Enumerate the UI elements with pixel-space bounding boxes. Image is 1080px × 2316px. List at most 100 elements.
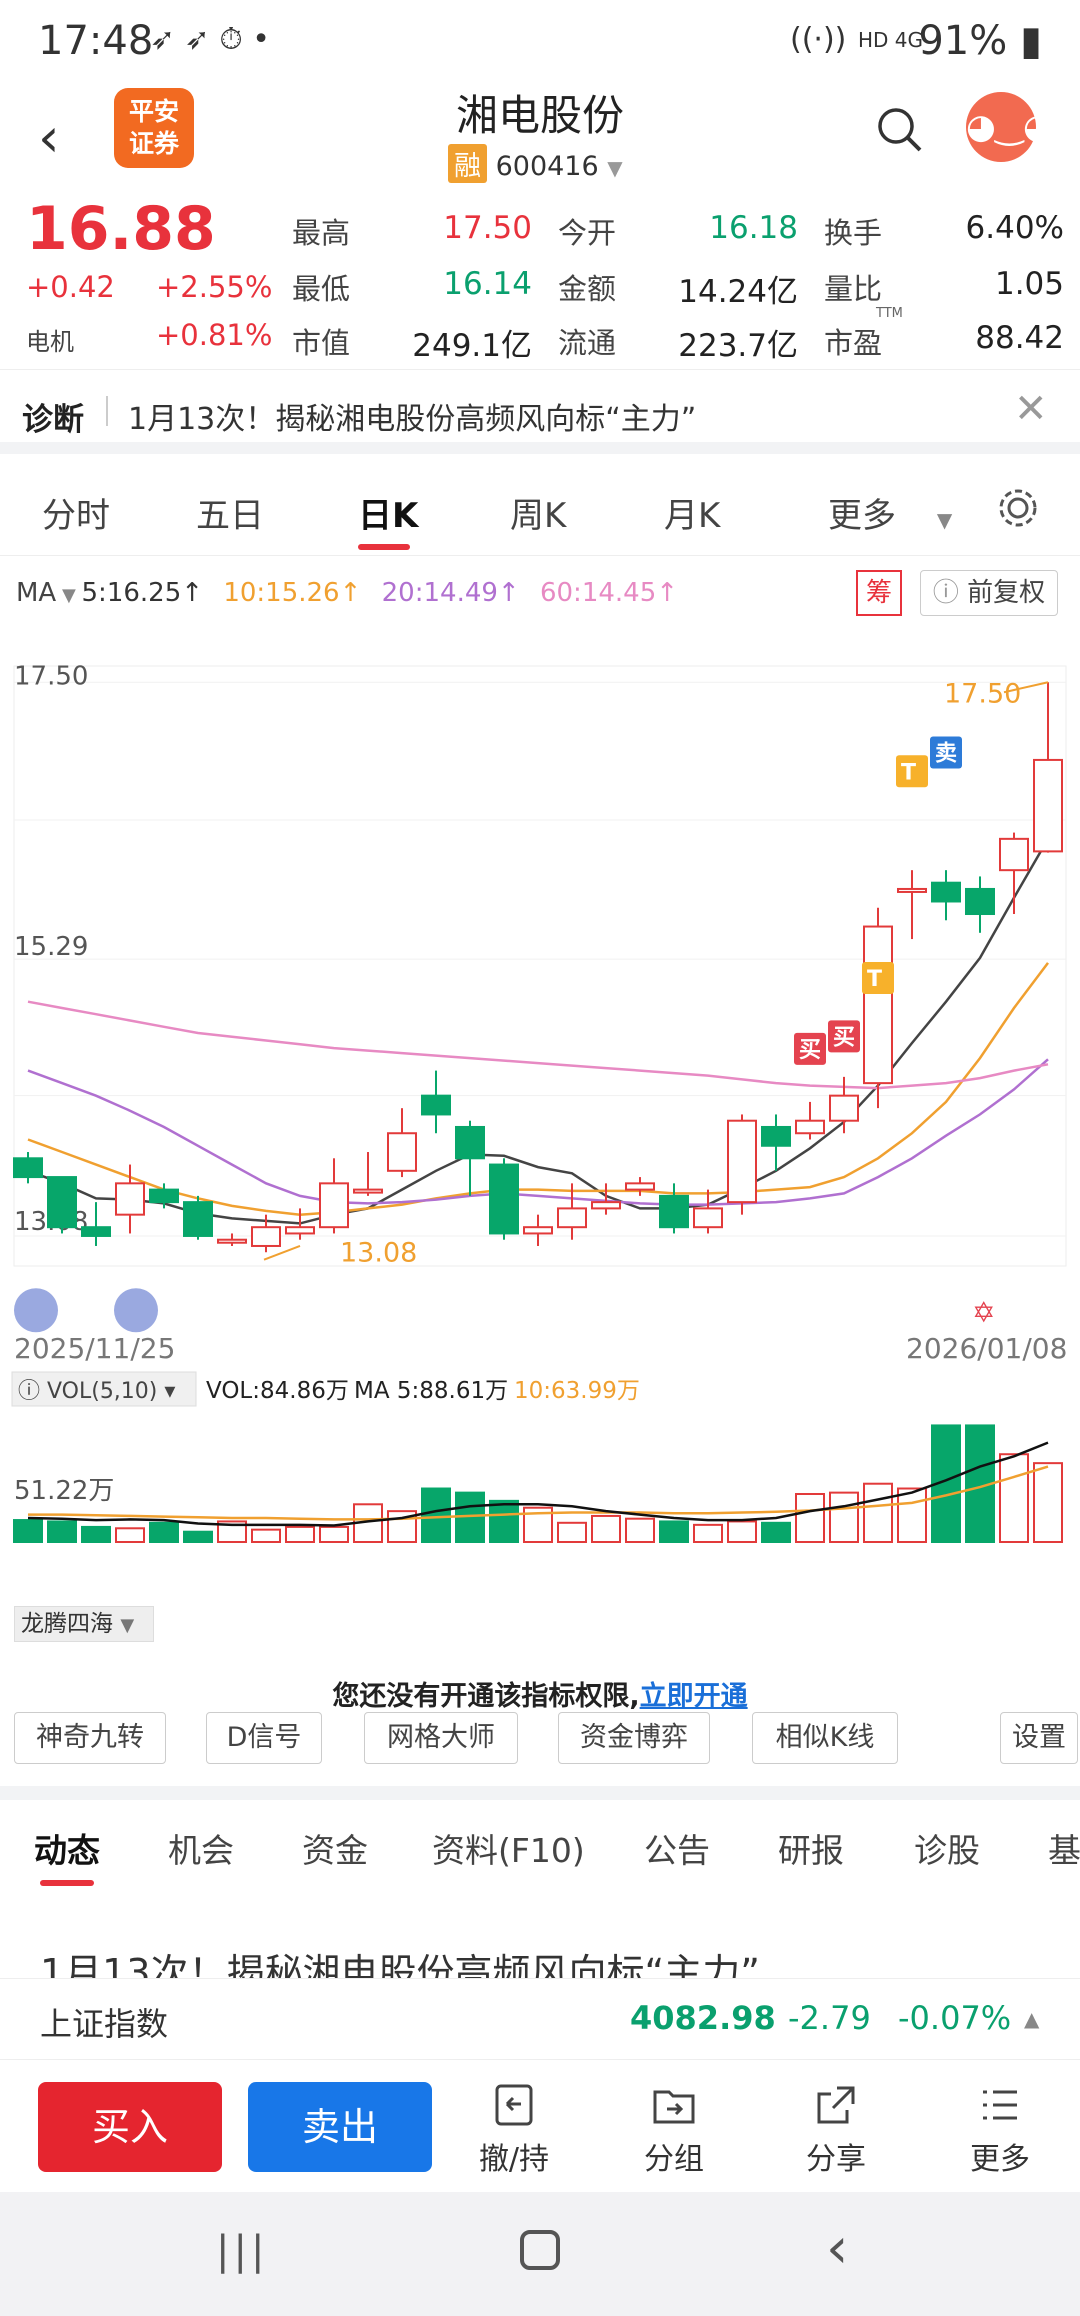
adjust-mode-button[interactable]: ⓘ 前复权 xyxy=(920,570,1058,616)
signal-marker xyxy=(828,1020,860,1053)
candle-body xyxy=(999,837,1029,872)
volume-bar xyxy=(557,1521,587,1543)
content-tab[interactable]: 资料(F10) xyxy=(432,1831,585,1870)
quote-value: 1.05 xyxy=(994,266,1064,302)
tab-more[interactable]: 更多 ▼ xyxy=(828,496,953,536)
divider xyxy=(106,396,108,426)
back-button[interactable]: ‹ xyxy=(38,106,60,169)
signal-marker-text: 买 xyxy=(799,1038,821,1063)
cancel-order-icon xyxy=(495,2084,533,2126)
content-tab[interactable]: 研报 xyxy=(778,1831,844,1870)
volume-bar xyxy=(795,1493,825,1543)
expand-up-icon[interactable]: ▲ xyxy=(1024,2007,1040,2031)
quote-value: 223.7亿 xyxy=(678,328,798,364)
notification-icons: ➶ ➶ ⏱ • xyxy=(150,22,270,57)
low-price-label: 13.08 xyxy=(340,1238,417,1269)
volume-bar xyxy=(217,1520,247,1544)
stock-header: ‹ 平安 证券 湘电股份 融 600416 ▼ ◕‿◕ xyxy=(0,80,1080,192)
volume-bar xyxy=(183,1530,213,1544)
ma-legend: MA ▼ 5:16.25↑ 10:15.26↑ 20:14.49↑ 60:14.… xyxy=(16,578,679,608)
open-permission-link[interactable]: 立即开通 xyxy=(639,1681,748,1712)
y-tick-label: 17.50 xyxy=(14,661,88,691)
volume-bar xyxy=(319,1525,349,1544)
tab-intraday[interactable]: 分时 xyxy=(42,496,110,536)
recent-apps-icon[interactable]: ||| xyxy=(216,2228,269,2274)
tab-weekly-k[interactable]: 周K xyxy=(510,496,567,536)
volume-bar xyxy=(421,1487,451,1543)
volume-bar xyxy=(489,1499,519,1543)
chip-distribution-button[interactable]: 筹 xyxy=(856,570,902,616)
kline-chart-area: MA ▼ 5:16.25↑ 10:15.26↑ 20:14.49↑ 60:14.… xyxy=(0,556,1080,1796)
signal-marker xyxy=(930,736,962,769)
price-plot-frame xyxy=(13,665,1067,1267)
quote-value: 249.1亿 xyxy=(412,328,532,364)
candle-body xyxy=(761,1125,791,1147)
volume-bar xyxy=(149,1521,179,1543)
quote-label: 最低 xyxy=(292,272,351,306)
candle-body xyxy=(659,1194,689,1229)
buy-button[interactable]: 买入 xyxy=(38,2082,222,2172)
volume-bar xyxy=(251,1528,281,1544)
battery-level: 91% ▮ xyxy=(918,18,1042,64)
content-tab[interactable]: 机会 xyxy=(168,1831,234,1870)
volume-bar xyxy=(659,1520,689,1544)
quote-value: 6.40% xyxy=(965,210,1064,246)
kline-svg[interactable]: 17.5015.2913.0817.5013.08买买TT卖✡2025/11/2… xyxy=(0,616,1080,1626)
candle-body xyxy=(81,1226,111,1237)
ma-line-ma10 xyxy=(27,962,1049,1216)
chevron-down-icon: ▼ xyxy=(607,156,623,180)
star-icon: ✡ xyxy=(972,1296,995,1329)
diagnosis-banner[interactable]: 诊断 1月13次！揭秘湘电股份高频风向标“主力” ✕ xyxy=(0,372,1080,454)
candle-body xyxy=(625,1182,655,1191)
group-button[interactable]: 分组 xyxy=(614,2082,734,2178)
stock-name: 湘电股份 xyxy=(455,91,624,140)
sell-button[interactable]: 卖出 xyxy=(248,2082,432,2172)
tool-chip[interactable]: 网格大师 xyxy=(364,1712,518,1764)
indicator-select[interactable]: 龙腾四海 ▼ xyxy=(14,1606,154,1642)
candle-body xyxy=(523,1226,553,1235)
signal-marker-text: T xyxy=(867,967,882,992)
nav-back-icon[interactable]: ‹ xyxy=(826,2216,849,2281)
candle-body xyxy=(353,1188,383,1194)
content-tab[interactable]: 动态 xyxy=(34,1831,100,1870)
tool-chip[interactable]: 设置 xyxy=(1000,1712,1078,1764)
tool-chip[interactable]: 相似K线 xyxy=(752,1712,898,1764)
settings-gear-icon[interactable] xyxy=(996,486,1040,530)
index-ticker[interactable]: 上证指数 4082.98 -2.79 -0.07% ▲ xyxy=(0,1978,1080,2060)
tab-monthly-k[interactable]: 月K xyxy=(664,496,721,536)
candle-body xyxy=(727,1119,757,1204)
vol-ma10: 10:63.99万 xyxy=(514,1378,640,1404)
content-tab[interactable]: 资金 xyxy=(302,1831,368,1870)
candle-body xyxy=(217,1238,247,1244)
stock-code-row[interactable]: 融 600416 ▼ xyxy=(448,144,623,183)
tool-chip[interactable]: 神奇九转 xyxy=(14,1712,166,1764)
quote-label: 市盈 xyxy=(824,326,883,360)
assistant-avatar[interactable]: ◕‿◕ xyxy=(966,92,1053,162)
content-tab[interactable]: 公告 xyxy=(644,1831,710,1870)
close-icon[interactable]: ✕ xyxy=(1014,386,1048,432)
low-leader xyxy=(263,1245,301,1261)
candle-body xyxy=(897,887,927,893)
content-tab[interactable]: 诊股 xyxy=(914,1831,980,1870)
volume-bar xyxy=(81,1525,111,1544)
quote-label: 金额 xyxy=(558,272,617,306)
share-button[interactable]: 分享 xyxy=(776,2082,896,2178)
volume-bar xyxy=(1033,1462,1063,1544)
candle-body xyxy=(183,1201,213,1237)
tool-chip[interactable]: 资金博弈 xyxy=(558,1712,710,1764)
tool-chip[interactable]: D信号 xyxy=(206,1712,322,1764)
more-button[interactable]: 更多 xyxy=(940,2082,1060,2178)
tab-daily-k[interactable]: 日K xyxy=(358,496,419,536)
home-icon[interactable] xyxy=(520,2230,560,2270)
candle-body xyxy=(693,1207,723,1229)
cancel-hold-button[interactable]: 撤/持 xyxy=(454,2082,574,2178)
index-pct: -0.07% xyxy=(898,1999,1012,2037)
search-icon[interactable] xyxy=(876,106,924,154)
tab-five-day[interactable]: 五日 xyxy=(196,496,264,536)
price-change: +0.42 xyxy=(26,270,115,304)
date-start-label: 2025/11/25 xyxy=(14,1332,175,1365)
news-peek[interactable]: 1月13次！揭秘湘电股份高频风向标“主力” xyxy=(40,1951,760,1978)
indicator-permission-msg: 您还没有开通该指标权限,立即开通 xyxy=(332,1681,748,1712)
volume-bar xyxy=(115,1527,145,1543)
content-tab[interactable]: 基 xyxy=(1048,1831,1080,1870)
